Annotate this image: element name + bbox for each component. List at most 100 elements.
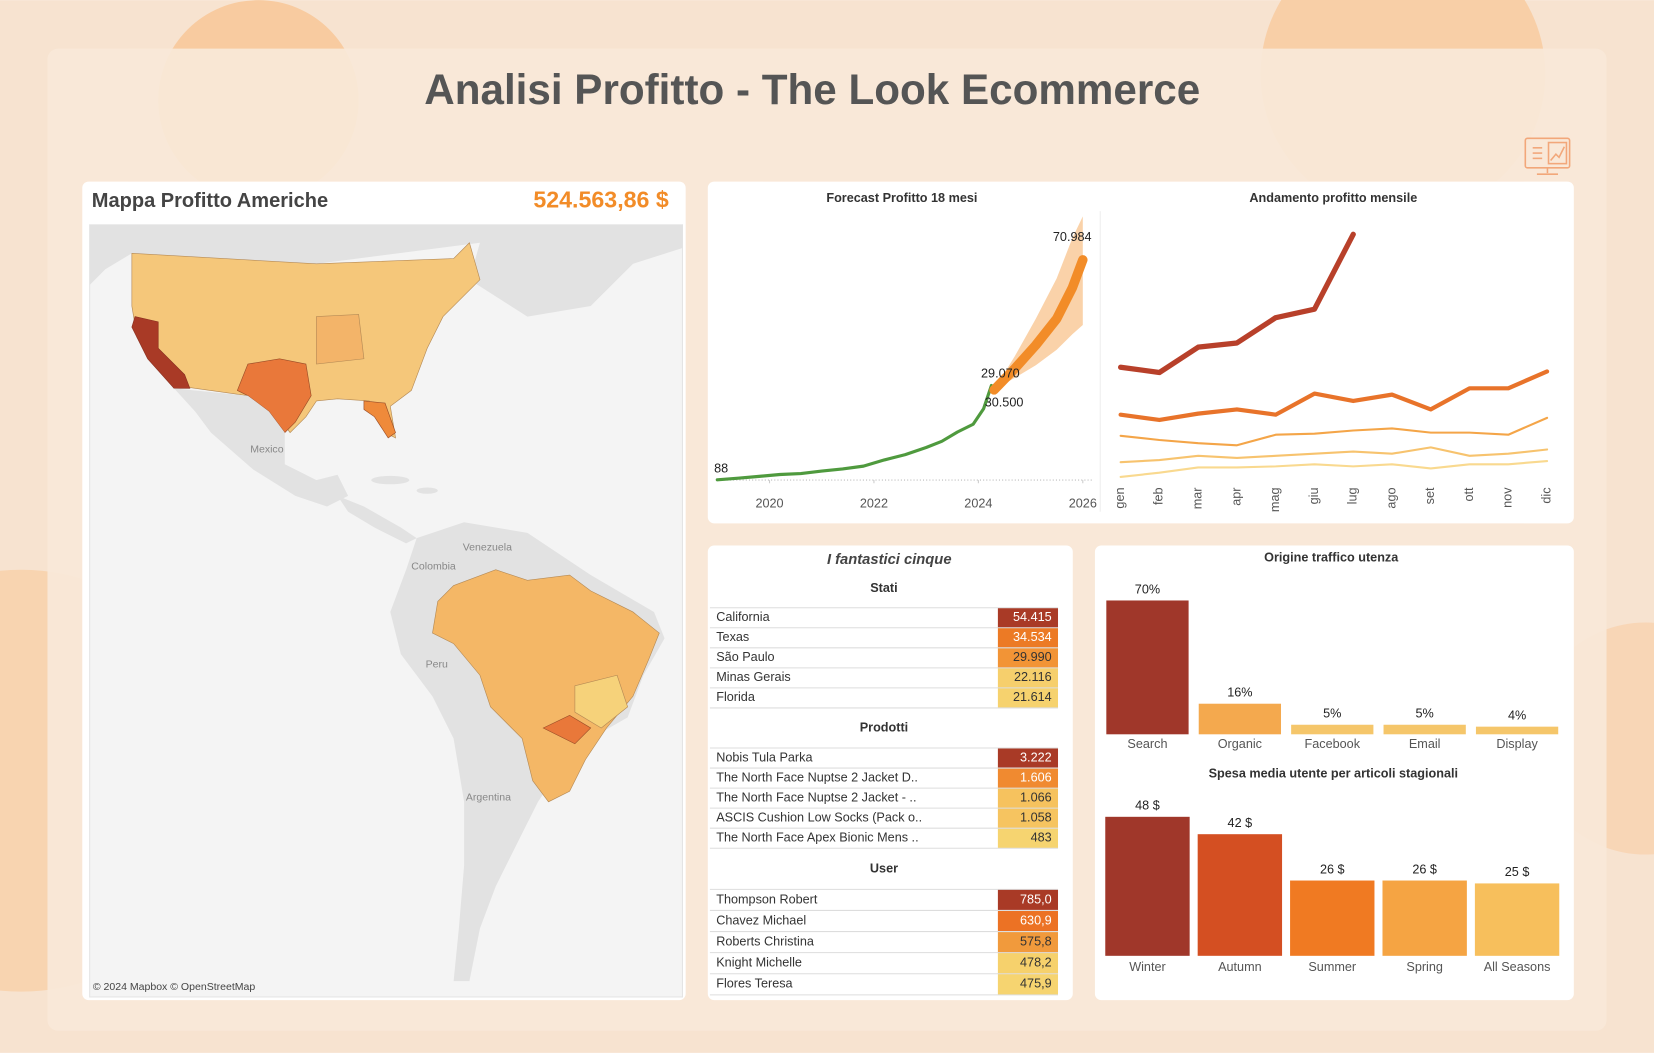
table-row-name: The North Face Nuptse 2 Jacket D.. [716, 770, 918, 784]
table-cell [997, 748, 1059, 769]
table-row-value: 34.534 [1013, 630, 1052, 644]
map-label: Argentina [466, 791, 511, 803]
map-label: Venezuela [463, 541, 512, 553]
x-tick-label: gen [1113, 487, 1127, 508]
x-tick-label: mar [1191, 487, 1205, 509]
x-tick-label: 2022 [860, 497, 888, 511]
bar [1474, 883, 1560, 956]
table-cell [997, 931, 1059, 953]
table-cell [997, 889, 1059, 911]
trend-panel [707, 181, 1574, 524]
map-title: Mappa Profitto Americhe [92, 190, 328, 212]
x-tick-label: ago [1384, 487, 1398, 508]
x-tick-label: Search [1127, 737, 1167, 751]
x-tick-label: lug [1346, 487, 1360, 504]
table-section-title: Stati [870, 581, 897, 595]
bar [1382, 880, 1467, 956]
x-tick-label: Autumn [1218, 960, 1262, 974]
series-line [1119, 416, 1549, 447]
table-row-name: Nobis Tula Parka [716, 750, 813, 764]
map-credit: © 2024 Mapbox © OpenStreetMap [93, 981, 256, 993]
data-label: 5% [1323, 707, 1341, 721]
table-cell [997, 973, 1059, 995]
table-cell [997, 687, 1059, 708]
chart-title: Forecast Profitto 18 mesi [826, 191, 977, 205]
table-cell [997, 808, 1059, 829]
data-label: 16% [1227, 686, 1252, 700]
x-tick-label: 2024 [964, 497, 992, 511]
table-row-value: 1.058 [1020, 811, 1052, 825]
table-cell [997, 952, 1059, 974]
dashboard-title: Analisi Profitto - The Look Ecommerce [424, 66, 1200, 113]
table-cell [997, 667, 1059, 688]
table-cell [997, 788, 1059, 809]
bar [1106, 600, 1189, 735]
x-tick-label: apr [1229, 487, 1243, 505]
table-cell [997, 828, 1059, 849]
chart-title: Origine traffico utenza [1264, 550, 1399, 564]
table-row-value: 21.614 [1013, 690, 1052, 704]
data-label: 70% [1135, 582, 1160, 596]
x-tick-label: ott [1462, 487, 1476, 502]
data-label: 48 $ [1135, 799, 1160, 813]
data-label: 42 $ [1228, 816, 1253, 830]
map-label: Peru [426, 658, 448, 670]
x-tick-label: feb [1152, 487, 1166, 505]
table-row-value: 483 [1031, 831, 1052, 845]
chart-title: Andamento profitto mensile [1249, 191, 1417, 205]
table-row-name: Florida [716, 690, 756, 704]
data-label: 26 $ [1320, 862, 1345, 876]
bar [1198, 703, 1282, 735]
table-cell [997, 627, 1059, 648]
table-row-value: 475,9 [1020, 977, 1052, 991]
table-row-name: Roberts Christina [716, 934, 815, 948]
map-total: 524.563,86 $ [533, 187, 668, 213]
series-line [989, 255, 1088, 395]
map-label: Mexico [250, 443, 284, 455]
table-row-value: 22.116 [1014, 670, 1052, 684]
table-row-value: 29.990 [1013, 650, 1052, 664]
table-section-title: User [870, 862, 898, 876]
table-cell [997, 910, 1059, 932]
series-line [1118, 369, 1550, 423]
series-line [1118, 231, 1356, 376]
x-tick-label: All Seasons [1484, 960, 1551, 974]
table-cell [997, 607, 1059, 628]
data-label: 5% [1416, 707, 1434, 721]
x-tick-label: Winter [1129, 960, 1166, 974]
table-row-value: 3.222 [1020, 750, 1052, 764]
x-tick-label: 2026 [1069, 497, 1097, 511]
bar [1290, 880, 1375, 956]
data-label: 29.070 [981, 366, 1020, 380]
table-row-name: Minas Gerais [716, 670, 790, 684]
bar [1475, 726, 1559, 735]
data-label: 70.984 [1053, 230, 1092, 244]
data-label: 4% [1508, 708, 1526, 722]
x-tick-label: set [1423, 487, 1437, 504]
bar [1197, 834, 1283, 956]
table-row-name: Chavez Michael [716, 913, 806, 927]
x-tick-label: mag [1268, 487, 1282, 512]
x-tick-label: giu [1307, 487, 1321, 504]
table-row-value: 54.415 [1013, 610, 1052, 624]
x-tick-label: nov [1501, 487, 1515, 508]
map [89, 224, 684, 998]
table-row-name: The North Face Apex Bionic Mens .. [716, 831, 918, 845]
table-cell [997, 647, 1059, 668]
table-row-name: Knight Michelle [716, 956, 802, 970]
icon[interactable] [1524, 137, 1571, 175]
data-label: 25 $ [1505, 865, 1530, 879]
x-tick-label: 2020 [755, 497, 783, 511]
table-title: I fantastici cinque [827, 552, 952, 568]
x-tick-label: Email [1409, 737, 1441, 751]
table-row-value: 575,8 [1020, 934, 1052, 948]
x-tick-label: Summer [1308, 960, 1356, 974]
table-row-value: 478,2 [1020, 956, 1052, 970]
table-panel [707, 545, 1073, 1001]
bar [1105, 816, 1190, 956]
table-row-value: 630,9 [1020, 913, 1052, 927]
x-tick-label: Spring [1406, 960, 1443, 974]
table-row-value: 1.066 [1020, 790, 1052, 804]
data-label: 30.500 [985, 396, 1024, 410]
